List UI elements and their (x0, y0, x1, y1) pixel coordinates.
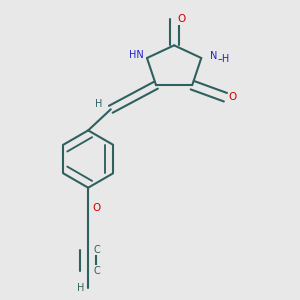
Text: C: C (93, 244, 100, 254)
Text: O: O (178, 14, 186, 24)
Text: O: O (229, 92, 237, 102)
Text: H: H (95, 99, 102, 109)
Text: N: N (210, 51, 217, 61)
Text: O: O (92, 203, 101, 213)
Text: H: H (77, 283, 84, 293)
Text: HN: HN (129, 50, 144, 60)
Text: –H: –H (218, 54, 230, 64)
Text: C: C (93, 266, 100, 276)
